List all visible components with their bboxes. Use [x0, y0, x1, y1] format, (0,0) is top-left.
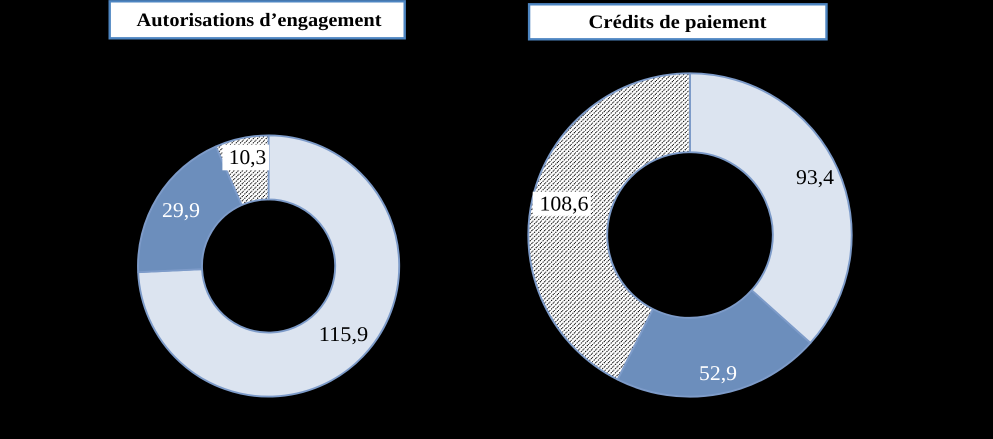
svg-text:108,6: 108,6	[540, 192, 589, 216]
svg-text:115,9: 115,9	[319, 322, 369, 346]
svg-text:Crédits de paiement: Crédits de paiement	[589, 12, 768, 33]
svg-text:10,3: 10,3	[229, 145, 267, 169]
svg-text:Autorisations d’engagement: Autorisations d’engagement	[137, 10, 383, 31]
svg-text:93,4: 93,4	[796, 165, 835, 189]
svg-text:29,9: 29,9	[162, 198, 200, 222]
svg-text:52,9: 52,9	[699, 361, 737, 385]
